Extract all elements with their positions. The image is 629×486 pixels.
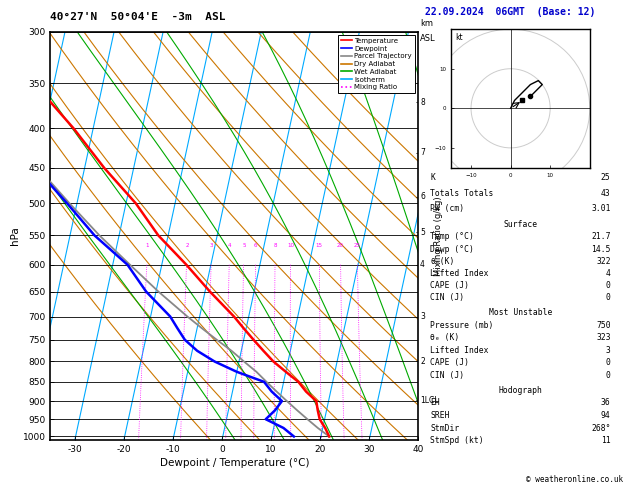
Text: StmSpd (kt): StmSpd (kt) bbox=[430, 436, 484, 445]
Text: Dewp (°C): Dewp (°C) bbox=[430, 244, 474, 254]
Text: 1: 1 bbox=[146, 243, 149, 248]
Text: 268°: 268° bbox=[591, 424, 611, 433]
Text: Surface: Surface bbox=[503, 220, 538, 229]
Text: ASL: ASL bbox=[420, 34, 436, 43]
Text: 3: 3 bbox=[420, 312, 425, 321]
Text: 323: 323 bbox=[596, 333, 611, 342]
Text: 0: 0 bbox=[606, 358, 611, 367]
Text: © weatheronline.co.uk: © weatheronline.co.uk bbox=[526, 474, 623, 484]
Text: EH: EH bbox=[430, 399, 440, 407]
Text: 0: 0 bbox=[606, 293, 611, 302]
Text: Hodograph: Hodograph bbox=[499, 386, 542, 395]
Text: 750: 750 bbox=[596, 320, 611, 330]
Text: 21.7: 21.7 bbox=[591, 232, 611, 242]
Text: 14.5: 14.5 bbox=[591, 244, 611, 254]
Text: km: km bbox=[420, 18, 433, 28]
Text: 3: 3 bbox=[606, 346, 611, 355]
Text: Totals Totals: Totals Totals bbox=[430, 189, 494, 198]
Text: 0: 0 bbox=[606, 371, 611, 380]
Text: θₑ(K): θₑ(K) bbox=[430, 257, 455, 266]
Text: Lifted Index: Lifted Index bbox=[430, 346, 489, 355]
Text: 0: 0 bbox=[606, 281, 611, 290]
Text: Most Unstable: Most Unstable bbox=[489, 308, 552, 317]
Text: Temp (°C): Temp (°C) bbox=[430, 232, 474, 242]
Text: 2: 2 bbox=[186, 243, 189, 248]
Text: 8: 8 bbox=[274, 243, 277, 248]
Text: 25: 25 bbox=[353, 243, 360, 248]
Text: 94: 94 bbox=[601, 411, 611, 420]
Text: 36: 36 bbox=[601, 399, 611, 407]
Text: Pressure (mb): Pressure (mb) bbox=[430, 320, 494, 330]
Text: 22.09.2024  06GMT  (Base: 12): 22.09.2024 06GMT (Base: 12) bbox=[425, 7, 595, 17]
Text: SREH: SREH bbox=[430, 411, 450, 420]
Legend: Temperature, Dewpoint, Parcel Trajectory, Dry Adiabat, Wet Adiabat, Isotherm, Mi: Temperature, Dewpoint, Parcel Trajectory… bbox=[338, 35, 415, 93]
Text: 6: 6 bbox=[420, 192, 425, 201]
Text: kt: kt bbox=[455, 33, 463, 42]
Text: 8: 8 bbox=[420, 98, 425, 106]
Text: 43: 43 bbox=[601, 189, 611, 198]
Text: θₑ (K): θₑ (K) bbox=[430, 333, 460, 342]
Text: CIN (J): CIN (J) bbox=[430, 371, 464, 380]
Text: 4: 4 bbox=[420, 260, 425, 269]
Text: 5: 5 bbox=[242, 243, 246, 248]
Text: PW (cm): PW (cm) bbox=[430, 204, 464, 213]
Text: Mixing Ratio (g/kg): Mixing Ratio (g/kg) bbox=[434, 196, 443, 276]
Text: 3.01: 3.01 bbox=[591, 204, 611, 213]
Text: 3: 3 bbox=[210, 243, 213, 248]
Text: 5: 5 bbox=[420, 228, 425, 237]
Text: 10: 10 bbox=[287, 243, 294, 248]
Text: 2: 2 bbox=[420, 357, 425, 366]
Text: 1LCL: 1LCL bbox=[420, 396, 438, 405]
Text: 11: 11 bbox=[601, 436, 611, 445]
Y-axis label: hPa: hPa bbox=[9, 226, 19, 245]
Text: CAPE (J): CAPE (J) bbox=[430, 281, 469, 290]
Text: 4: 4 bbox=[606, 269, 611, 278]
Text: 15: 15 bbox=[316, 243, 323, 248]
Text: CAPE (J): CAPE (J) bbox=[430, 358, 469, 367]
Text: 322: 322 bbox=[596, 257, 611, 266]
Text: Lifted Index: Lifted Index bbox=[430, 269, 489, 278]
Text: 4: 4 bbox=[228, 243, 231, 248]
Text: 25: 25 bbox=[601, 174, 611, 182]
Text: StmDir: StmDir bbox=[430, 424, 460, 433]
Text: K: K bbox=[430, 174, 435, 182]
Text: 40°27'N  50°04'E  -3m  ASL: 40°27'N 50°04'E -3m ASL bbox=[50, 12, 226, 22]
Text: CIN (J): CIN (J) bbox=[430, 293, 464, 302]
Text: 20: 20 bbox=[337, 243, 344, 248]
X-axis label: Dewpoint / Temperature (°C): Dewpoint / Temperature (°C) bbox=[160, 458, 309, 468]
Text: 6: 6 bbox=[254, 243, 258, 248]
Text: 7: 7 bbox=[420, 148, 425, 157]
